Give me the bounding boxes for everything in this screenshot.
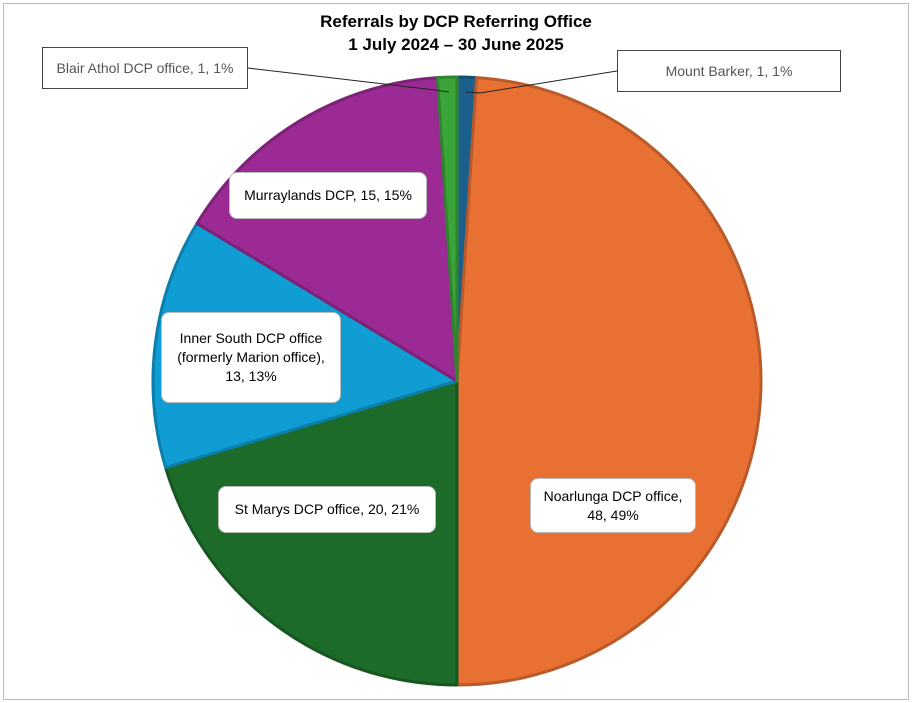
pie-slice [436, 75, 459, 383]
chart-subtitle: 1 July 2024 – 30 June 2025 [348, 35, 564, 54]
leader-line [247, 67, 450, 93]
data-label: Murraylands DCP, 15, 15% [229, 172, 427, 219]
data-label: Noarlunga DCP office, 48, 49% [530, 478, 696, 533]
data-label: Inner South DCP office (formerly Marion … [161, 312, 341, 403]
pie-slice [455, 76, 763, 687]
data-label: St Marys DCP office, 20, 21% [218, 486, 436, 533]
data-label: Mount Barker, 1, 1% [617, 50, 841, 92]
pie-slice [164, 379, 459, 687]
data-label: Blair Athol DCP office, 1, 1% [42, 47, 248, 89]
leader-line [465, 70, 618, 94]
chart-border [3, 3, 909, 700]
chart-title: Referrals by DCP Referring Office [320, 12, 592, 31]
pie-slice [195, 76, 459, 383]
